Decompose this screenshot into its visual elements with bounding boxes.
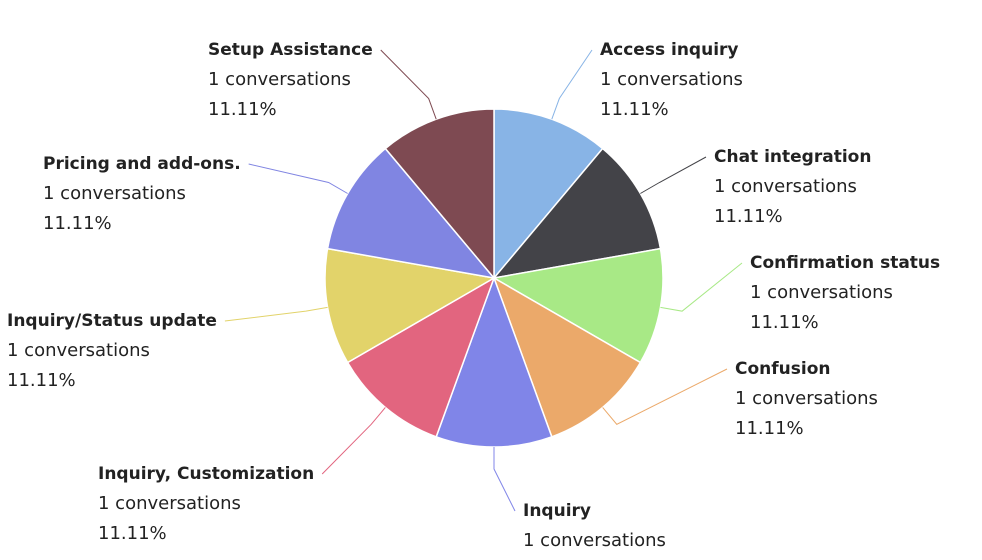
slice-value-label: 1 conversations — [43, 183, 186, 204]
slice-percent-label: 11.11% — [98, 523, 167, 544]
slice-value-label: 1 conversations — [735, 388, 878, 409]
pie-slice — [492, 147, 662, 280]
slice-value-label: 1 conversations — [714, 176, 857, 197]
connector — [321, 407, 386, 475]
slice-name: Pricing and add-ons. — [43, 154, 241, 174]
pie-slice — [326, 147, 496, 280]
slice-name: Inquiry — [523, 501, 591, 521]
slice-percent-label: 11.11% — [600, 99, 669, 120]
pie-slice — [324, 247, 497, 364]
connector — [640, 156, 707, 194]
pie-slice — [346, 276, 496, 438]
slice-name: Confirmation status — [750, 253, 940, 273]
slice-percent-label: 11.11% — [714, 206, 783, 227]
connector — [380, 49, 437, 120]
slice-name: Access inquiry — [600, 40, 739, 60]
slice-percent-label: 11.11% — [7, 370, 76, 391]
slice-name: Chat integration — [714, 147, 871, 167]
slice-percent-label: 11.11% — [208, 99, 277, 120]
slice-value-label: 1 conversations — [7, 340, 150, 361]
slice-value-label: 1 conversations — [600, 69, 743, 90]
connector — [602, 368, 728, 425]
connector — [224, 306, 328, 322]
pie-slice — [491, 247, 664, 364]
connector — [493, 447, 516, 512]
slice-value-label: 1 conversations — [750, 282, 893, 303]
slice-value-label: 1 conversations — [98, 493, 241, 514]
slice-name: Confusion — [735, 359, 830, 379]
connector — [551, 49, 593, 120]
slice-name: Inquiry/Status update — [7, 311, 217, 331]
slice-value-label: 1 conversations — [523, 530, 666, 551]
pie-slice — [493, 108, 604, 281]
slice-percent-label: 11.11% — [43, 213, 112, 234]
pie-slice — [492, 276, 642, 438]
slice-percent-label: 11.11% — [735, 418, 804, 439]
slice-name: Setup Assistance — [208, 40, 373, 60]
connector — [660, 262, 743, 312]
pie-slice — [384, 108, 495, 281]
pie-slice — [435, 275, 553, 448]
slice-value-label: 1 conversations — [208, 69, 351, 90]
connector — [248, 163, 348, 194]
slice-percent-label: 11.11% — [750, 312, 819, 333]
slice-name: Inquiry, Customization — [98, 464, 314, 484]
